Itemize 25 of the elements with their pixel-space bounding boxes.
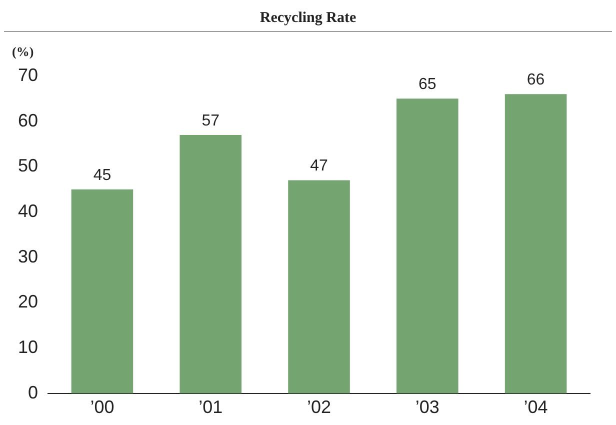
bar <box>504 94 567 394</box>
bar <box>180 134 242 394</box>
y-tick-label: 0 <box>28 382 38 402</box>
y-tick-label: 50 <box>18 156 38 176</box>
bar <box>288 180 350 394</box>
y-axis-title: (%) <box>12 44 34 60</box>
data-label: 57 <box>202 112 220 130</box>
x-tick-label: ’00 <box>90 397 114 418</box>
data-label: 65 <box>418 76 436 94</box>
y-tick-label: 40 <box>18 200 38 221</box>
data-label: 66 <box>526 72 545 89</box>
y-tick-label: 70 <box>18 64 38 85</box>
bar <box>396 98 458 394</box>
bar <box>71 189 134 394</box>
y-tick-label: 60 <box>18 110 38 130</box>
y-tick-label: 10 <box>18 337 38 358</box>
chart-title: Recycling Rate <box>258 10 358 27</box>
y-tick-label: 30 <box>18 246 38 266</box>
data-label: 47 <box>310 158 328 175</box>
x-tick-label: ’01 <box>198 397 223 418</box>
x-tick-label: ’02 <box>306 397 332 418</box>
y-tick-label: 20 <box>18 292 38 312</box>
data-label: 45 <box>93 166 112 184</box>
x-tick-label: ’04 <box>524 397 548 418</box>
x-tick-label: ’03 <box>415 397 440 418</box>
